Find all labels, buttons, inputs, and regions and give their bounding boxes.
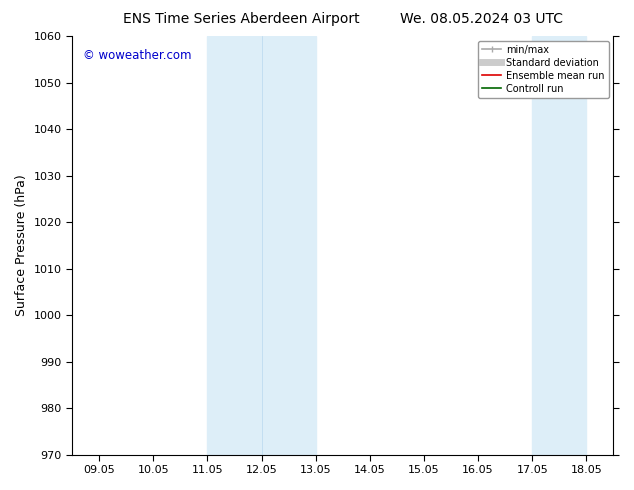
Bar (207, 36, 316, 455)
Text: We. 08.05.2024 03 UTC: We. 08.05.2024 03 UTC (400, 12, 564, 26)
Y-axis label: Surface Pressure (hPa): Surface Pressure (hPa) (15, 174, 28, 316)
Legend: min/max, Standard deviation, Ensemble mean run, Controll run: min/max, Standard deviation, Ensemble me… (478, 41, 609, 98)
Text: © woweather.com: © woweather.com (83, 49, 191, 62)
Text: ENS Time Series Aberdeen Airport: ENS Time Series Aberdeen Airport (122, 12, 359, 26)
Bar (532, 36, 586, 455)
